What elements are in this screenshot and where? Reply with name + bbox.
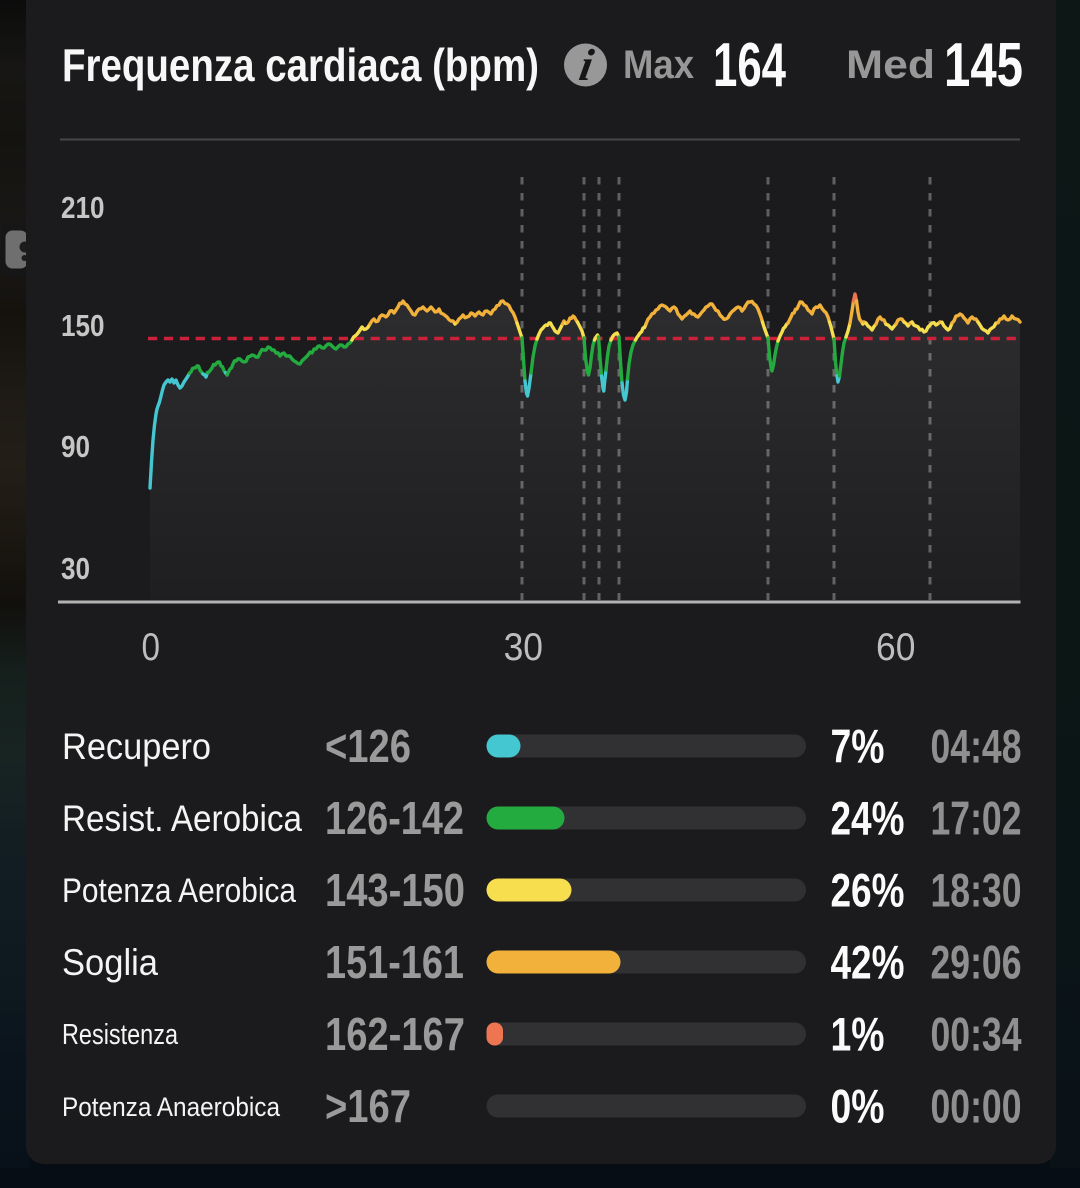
svg-text:Potenza Anaerobica: Potenza Anaerobica — [62, 1092, 281, 1122]
svg-text:Frequenza cardiaca (bpm): Frequenza cardiaca (bpm) — [62, 39, 539, 91]
svg-text:Med: Med — [846, 43, 935, 87]
svg-text:164: 164 — [713, 30, 786, 100]
svg-text:Max: Max — [623, 43, 694, 87]
svg-text:210: 210 — [61, 190, 105, 225]
svg-text:90: 90 — [61, 429, 90, 464]
svg-text:1%: 1% — [831, 1008, 885, 1061]
svg-text:26%: 26% — [831, 864, 905, 917]
svg-text:162-167: 162-167 — [325, 1008, 465, 1060]
svg-text:<126: <126 — [325, 720, 411, 772]
svg-text:0: 0 — [142, 626, 161, 669]
svg-text:Resist. Aerobica: Resist. Aerobica — [62, 798, 302, 839]
svg-text:143-150: 143-150 — [325, 864, 465, 916]
svg-text:145: 145 — [944, 30, 1023, 100]
svg-text:30: 30 — [504, 626, 543, 669]
svg-text:42%: 42% — [831, 936, 905, 989]
svg-text:>167: >167 — [325, 1080, 411, 1132]
svg-text:7%: 7% — [831, 720, 885, 773]
svg-text:18:30: 18:30 — [931, 864, 1022, 917]
svg-text:0%: 0% — [831, 1080, 885, 1133]
svg-text:126-142: 126-142 — [325, 792, 464, 844]
svg-text:00:34: 00:34 — [931, 1008, 1022, 1061]
svg-text:04:48: 04:48 — [931, 720, 1022, 773]
svg-text:00:00: 00:00 — [931, 1080, 1022, 1133]
svg-text:151-161: 151-161 — [325, 936, 464, 988]
svg-text:17:02: 17:02 — [931, 792, 1022, 845]
svg-text:Recupero: Recupero — [62, 726, 211, 767]
svg-text:Resistenza: Resistenza — [62, 1019, 179, 1051]
svg-text:Soglia: Soglia — [62, 942, 158, 983]
svg-text:150: 150 — [61, 308, 105, 343]
svg-text:Potenza Aerobica: Potenza Aerobica — [62, 872, 296, 910]
svg-text:29:06: 29:06 — [931, 936, 1022, 989]
svg-text:24%: 24% — [831, 792, 905, 845]
svg-text:30: 30 — [61, 551, 90, 586]
svg-text:60: 60 — [876, 626, 915, 669]
